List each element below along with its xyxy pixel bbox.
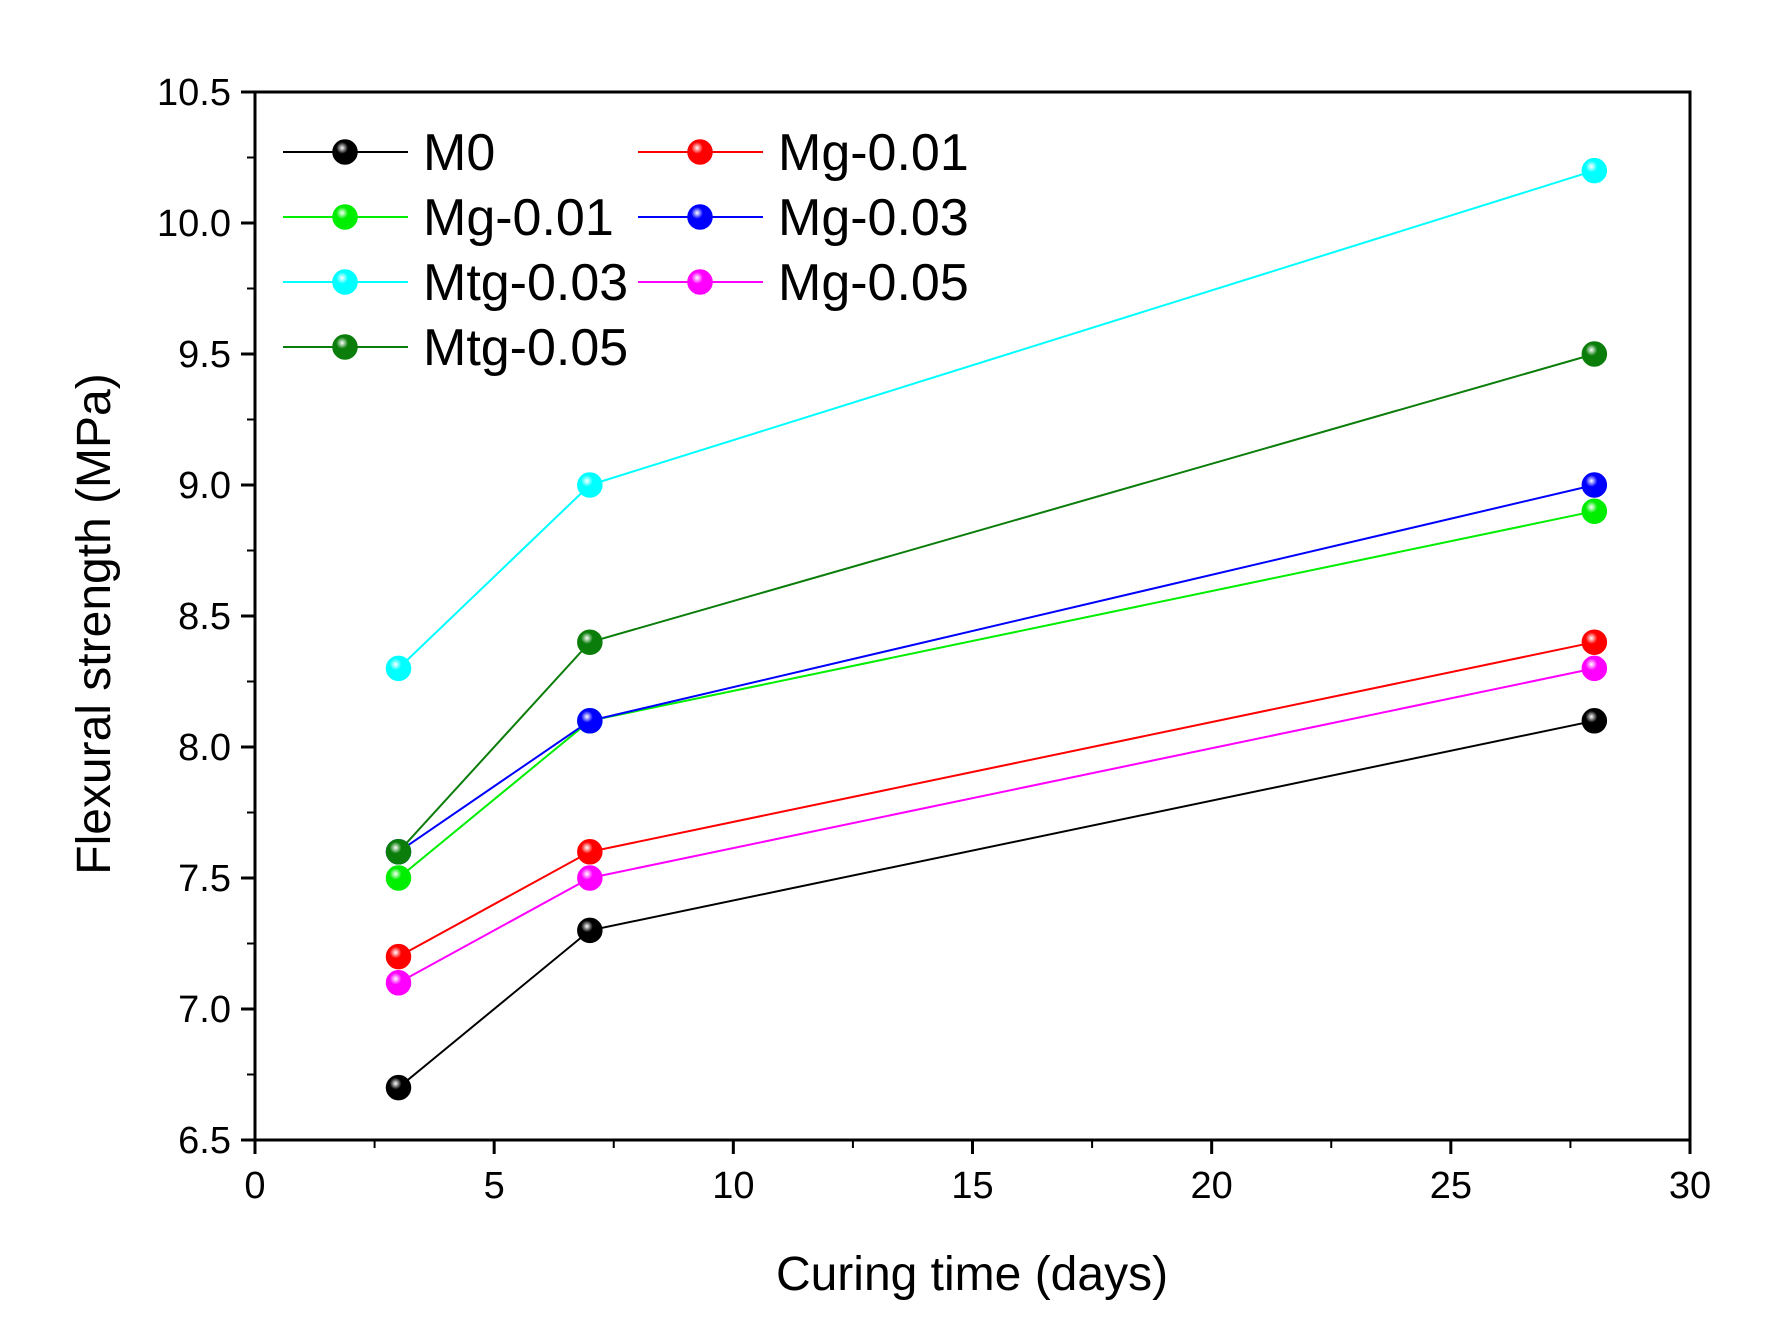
data-point-m0-0 <box>1581 708 1608 734</box>
x-tick-label: 30 <box>1669 1165 1711 1207</box>
x-tick-label: 0 <box>244 1165 265 1207</box>
y-tick-label: 8.0 <box>178 727 231 769</box>
y-tick-label: 9.5 <box>178 334 231 376</box>
legend-label-mtg-0-03-4: Mtg-0.03 <box>423 254 628 312</box>
data-point-m0-0 <box>385 1074 412 1101</box>
legend-marker-mg-0-01-2 <box>332 204 358 230</box>
data-point-mtg-0-03-4 <box>1581 157 1608 184</box>
data-point-mg-0-05-5 <box>385 970 412 996</box>
legend-label-mg-0-03-3: Mg-0.03 <box>778 189 969 247</box>
series-line-mg-0-05-5 <box>398 667 1595 984</box>
data-point-mg-0-03-3 <box>1581 472 1608 498</box>
series-line-mtg-0-05-6 <box>397 353 1595 853</box>
data-point-mg-0-05-5 <box>577 865 603 891</box>
legend-label-mg-0-01-2: Mg-0.01 <box>423 189 614 247</box>
data-point-mg-0-01-2 <box>1581 498 1608 524</box>
y-axis-title: Flexural strength (MPa) <box>68 373 121 875</box>
series-line-m0-0 <box>397 719 1595 1089</box>
y-tick-label: 7.5 <box>178 858 231 900</box>
x-tick-label: 15 <box>951 1165 993 1207</box>
y-tick-label: 10.5 <box>157 72 231 114</box>
data-point-mg-0-03-3 <box>577 708 603 734</box>
y-tick-label: 7.0 <box>178 989 231 1031</box>
y-tick-label: 10.0 <box>157 203 231 245</box>
data-point-mtg-0-03-4 <box>577 472 603 498</box>
y-tick-label: 9.0 <box>178 465 231 507</box>
data-point-mg-0-01-1 <box>385 943 412 970</box>
series-line-mg-0-01-1 <box>398 641 1595 958</box>
series-line-mg-0-03-3 <box>397 484 1595 853</box>
legend-marker-mg-0-03-3 <box>687 204 713 230</box>
legend-label-mtg-0-05-6: Mtg-0.05 <box>423 319 628 377</box>
legend-label-mg-0-01-1: Mg-0.01 <box>778 124 969 182</box>
plot-frame <box>253 90 1692 1142</box>
data-point-mtg-0-05-6 <box>1581 341 1608 367</box>
x-tick-label: 20 <box>1191 1165 1233 1207</box>
data-point-mtg-0-05-6 <box>385 839 412 865</box>
data-point-mg-0-05-5 <box>1581 655 1608 682</box>
series-line-mg-0-01-2 <box>397 510 1595 879</box>
x-tick-label: 25 <box>1430 1165 1472 1207</box>
data-point-mg-0-01-2 <box>385 865 412 891</box>
legend-marker-m0-0 <box>332 139 358 165</box>
legend-marker-mtg-0-05-6 <box>332 334 358 360</box>
data-point-mtg-0-03-4 <box>385 655 412 682</box>
legend-marker-mg-0-05-5 <box>687 269 713 295</box>
x-tick-label: 5 <box>484 1165 505 1207</box>
x-axis-title: Curing time (days) <box>776 1248 1168 1301</box>
legend-marker-mtg-0-03-4 <box>332 269 358 295</box>
data-point-mg-0-01-1 <box>1581 629 1608 655</box>
legend-marker-mg-0-01-1 <box>687 139 713 165</box>
y-tick-label: 6.5 <box>178 1120 231 1162</box>
data-point-mtg-0-05-6 <box>577 629 603 655</box>
data-point-mg-0-01-1 <box>577 839 603 865</box>
data-point-m0-0 <box>577 917 603 944</box>
x-tick-label: 10 <box>712 1165 754 1207</box>
y-tick-label: 8.5 <box>178 596 231 638</box>
legend-label-mg-0-05-5: Mg-0.05 <box>778 254 969 312</box>
legend-label-m0-0: M0 <box>423 124 495 182</box>
